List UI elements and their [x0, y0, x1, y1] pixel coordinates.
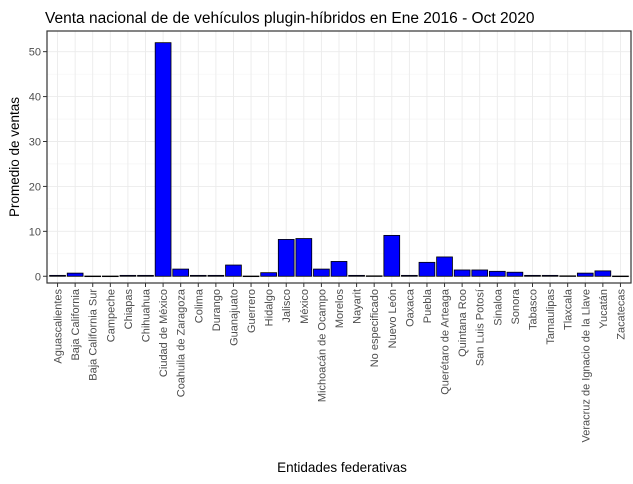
- x-tick-label: Coahuila de Zaragoza: [176, 288, 188, 397]
- x-tick-label: Jalisco: [281, 289, 293, 323]
- bar: [277, 239, 295, 277]
- x-tick-label: Nayarit: [352, 289, 364, 324]
- x-axis: Aguascalientes Baja California Baja Califo…: [53, 283, 627, 443]
- x-axis-title: Entidades federativas: [277, 460, 407, 475]
- bar: [348, 274, 365, 277]
- bar: [66, 272, 84, 277]
- x-tick-label: Puebla: [422, 288, 434, 323]
- x-tick-label: Chiapas: [123, 289, 135, 330]
- bar: [137, 274, 154, 277]
- bar: [436, 256, 453, 277]
- bar: [225, 264, 242, 277]
- x-tick-label: Veracruz de Ignacio de la Llave: [580, 289, 592, 443]
- bar: [559, 275, 576, 277]
- bar: [488, 270, 506, 277]
- bar: [541, 274, 559, 277]
- x-tick-label: Sonora: [510, 288, 522, 324]
- x-tick-label: No especificado: [369, 289, 381, 367]
- x-tick-label: Nuevo León: [387, 289, 399, 348]
- x-tick-label: Michoacán de Ocampo: [316, 289, 328, 402]
- bar: [418, 261, 436, 277]
- bar: [242, 275, 260, 278]
- bar: [295, 238, 313, 277]
- y-tick-label: 40: [29, 92, 41, 104]
- y-tick-label: 0: [35, 271, 41, 283]
- x-tick-label: Tabasco: [527, 289, 539, 330]
- x-tick-label: México: [299, 289, 311, 324]
- x-tick-label: Durango: [211, 289, 223, 331]
- bar: [207, 274, 225, 277]
- bar: [383, 234, 401, 277]
- x-tick-label: Ciudad de México: [158, 289, 170, 377]
- bar: [49, 274, 66, 277]
- y-tick-label: 20: [29, 181, 41, 193]
- x-tick-label: Morelos: [334, 289, 346, 329]
- bar: [576, 272, 594, 277]
- bar: [172, 268, 190, 277]
- x-tick-label: San Luis Potosí: [475, 289, 487, 366]
- chart-title: Venta nacional de de vehículos plugin-hí…: [45, 10, 535, 27]
- bar: [365, 275, 383, 277]
- y-axis-title: Promedio de ventas: [7, 97, 22, 217]
- bar: [189, 274, 207, 277]
- x-tick-label: Sinaloa: [492, 288, 504, 326]
- x-tick-label: Tlaxcala: [563, 288, 575, 330]
- x-tick-label: Campeche: [105, 289, 117, 342]
- x-tick-label: Baja California Sur: [88, 289, 100, 381]
- x-tick-label: Chihuahua: [141, 288, 153, 342]
- y-axis: 0 10 20 30 40 50: [29, 47, 47, 283]
- bar: [471, 269, 489, 277]
- grid: [47, 31, 631, 283]
- y-tick-label: 10: [29, 226, 41, 238]
- x-tick-label: Yucatán: [598, 289, 610, 329]
- bar: [401, 274, 418, 277]
- bar: [612, 275, 629, 278]
- bar: [102, 275, 119, 278]
- bars: [49, 42, 629, 278]
- y-tick-label: 50: [29, 47, 41, 59]
- x-tick-label: Oaxaca: [404, 288, 416, 327]
- x-tick-label: Aguascalientes: [53, 289, 65, 364]
- x-tick-label: Colima: [193, 288, 205, 323]
- bar: [119, 274, 137, 277]
- x-tick-label: Guerrero: [246, 289, 258, 333]
- bar: [313, 268, 330, 277]
- bar: [524, 274, 541, 277]
- x-tick-label: Guanajuato: [228, 289, 240, 346]
- x-tick-label: Quintana Roo: [457, 289, 469, 357]
- bar: [453, 269, 471, 277]
- x-tick-label: Tamaulipas: [545, 289, 557, 345]
- x-tick-label: Querétaro de Arteaga: [440, 288, 452, 395]
- y-tick-label: 30: [29, 137, 41, 149]
- bar: [84, 275, 102, 278]
- x-tick-label: Baja California: [70, 288, 82, 360]
- x-tick-label: Zacatecas: [615, 289, 627, 340]
- bar: [260, 272, 277, 277]
- x-tick-label: Hidalgo: [264, 289, 276, 326]
- bar: [506, 271, 524, 277]
- bar: [154, 42, 172, 277]
- bar: [594, 270, 612, 277]
- bar: [330, 261, 348, 277]
